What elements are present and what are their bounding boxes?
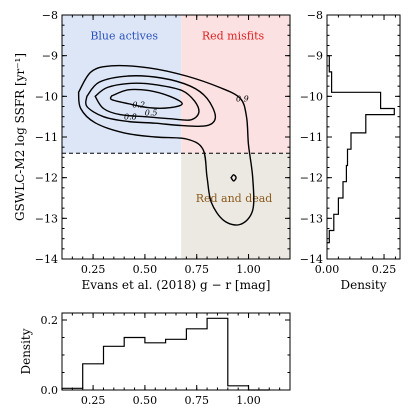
contour-level-label: 0.5 bbox=[145, 109, 158, 118]
bottom-x-tick-label: 0.25 bbox=[81, 394, 106, 407]
main-x-tick-label: 1.00 bbox=[236, 263, 261, 276]
right-y-tick-label: −14 bbox=[300, 253, 323, 266]
right-x-axis-label: Density bbox=[340, 278, 386, 292]
bottom-histogram-step bbox=[61, 317, 270, 391]
main-y-tick-label: −9 bbox=[42, 50, 58, 63]
region-backgrounds bbox=[62, 15, 290, 259]
right-y-tick-label: −12 bbox=[300, 172, 323, 185]
right-y-tick-label: −8 bbox=[307, 9, 323, 22]
contour-level-labels: 0.20.5 0.8 0.9 bbox=[124, 94, 249, 121]
bottom-ticks: 0.25 0.50 0.75 1.00 0.0 0.2 bbox=[41, 313, 291, 407]
bottom-y-tick-label: 0.0 bbox=[41, 384, 59, 397]
main-x-tick-label: 0.25 bbox=[81, 263, 106, 276]
region-2-label: Red and dead bbox=[196, 192, 273, 205]
right-ticks: 0.00 0.25 −14 −13 −12 −11 −10 −9 −8 bbox=[300, 9, 400, 276]
contour-line-2 bbox=[84, 75, 217, 128]
main-y-tick-label: −12 bbox=[35, 172, 58, 185]
region-1-label: Red misfits bbox=[202, 29, 265, 42]
main-x-axis-label: Evans et al. (2018) g − r [mag] bbox=[82, 278, 271, 292]
bottom-y-axis-label: Density bbox=[19, 328, 33, 374]
right-x-tick-label: 0.25 bbox=[372, 263, 397, 276]
right-frame bbox=[326, 14, 401, 260]
main-x-tick-label: 0.75 bbox=[184, 263, 209, 276]
right-histogram-panel: 0.00 0.25 −14 −13 −12 −11 −10 −9 −8 Density bbox=[300, 9, 401, 292]
bottom-x-tick-label: 0.75 bbox=[184, 394, 209, 407]
main-y-tick-label: −8 bbox=[42, 9, 58, 22]
bottom-x-tick-label: 1.00 bbox=[236, 394, 261, 407]
right-y-tick-label: −10 bbox=[300, 90, 323, 103]
contour-line-4 bbox=[230, 174, 237, 182]
main-y-axis-label: GSWLC-M2 log SSFR [yr⁻¹] bbox=[13, 53, 27, 221]
right-y-tick-label: −13 bbox=[300, 212, 323, 225]
contour-line-0 bbox=[109, 88, 183, 109]
contour-level-label: 0.8 bbox=[124, 113, 137, 122]
contour-level-label: 0.9 bbox=[236, 94, 249, 103]
contour-lines bbox=[77, 64, 255, 226]
contour-line-3 bbox=[77, 64, 255, 226]
contour-line-1 bbox=[94, 82, 200, 121]
region-1-background bbox=[181, 15, 290, 154]
contour-level-label: 0.2 bbox=[132, 100, 145, 109]
region-2-background bbox=[181, 153, 290, 259]
main-y-tick-label: −11 bbox=[35, 131, 58, 144]
right-y-tick-label: −9 bbox=[307, 50, 323, 63]
main-x-tick-label: 0.50 bbox=[133, 263, 158, 276]
right-y-tick-label: −11 bbox=[300, 131, 323, 144]
right-histogram-step bbox=[326, 55, 395, 244]
main-y-tick-label: −14 bbox=[35, 253, 58, 266]
bottom-frame bbox=[61, 312, 291, 391]
bottom-x-tick-label: 0.50 bbox=[133, 394, 158, 407]
main-y-tick-label: −13 bbox=[35, 212, 58, 225]
bottom-y-tick-label: 0.2 bbox=[41, 314, 59, 327]
bottom-histogram-panel: 0.25 0.50 0.75 1.00 0.0 0.2 Density bbox=[19, 312, 291, 407]
region-0-label: Blue actives bbox=[90, 29, 158, 42]
right-x-tick-label: 0.00 bbox=[315, 263, 340, 276]
main-y-tick-label: −10 bbox=[35, 90, 58, 103]
main-ticks: 0.25 0.50 0.75 1.00 −14 −13 −12 −11 −10 −9 −8 bbox=[35, 9, 291, 276]
